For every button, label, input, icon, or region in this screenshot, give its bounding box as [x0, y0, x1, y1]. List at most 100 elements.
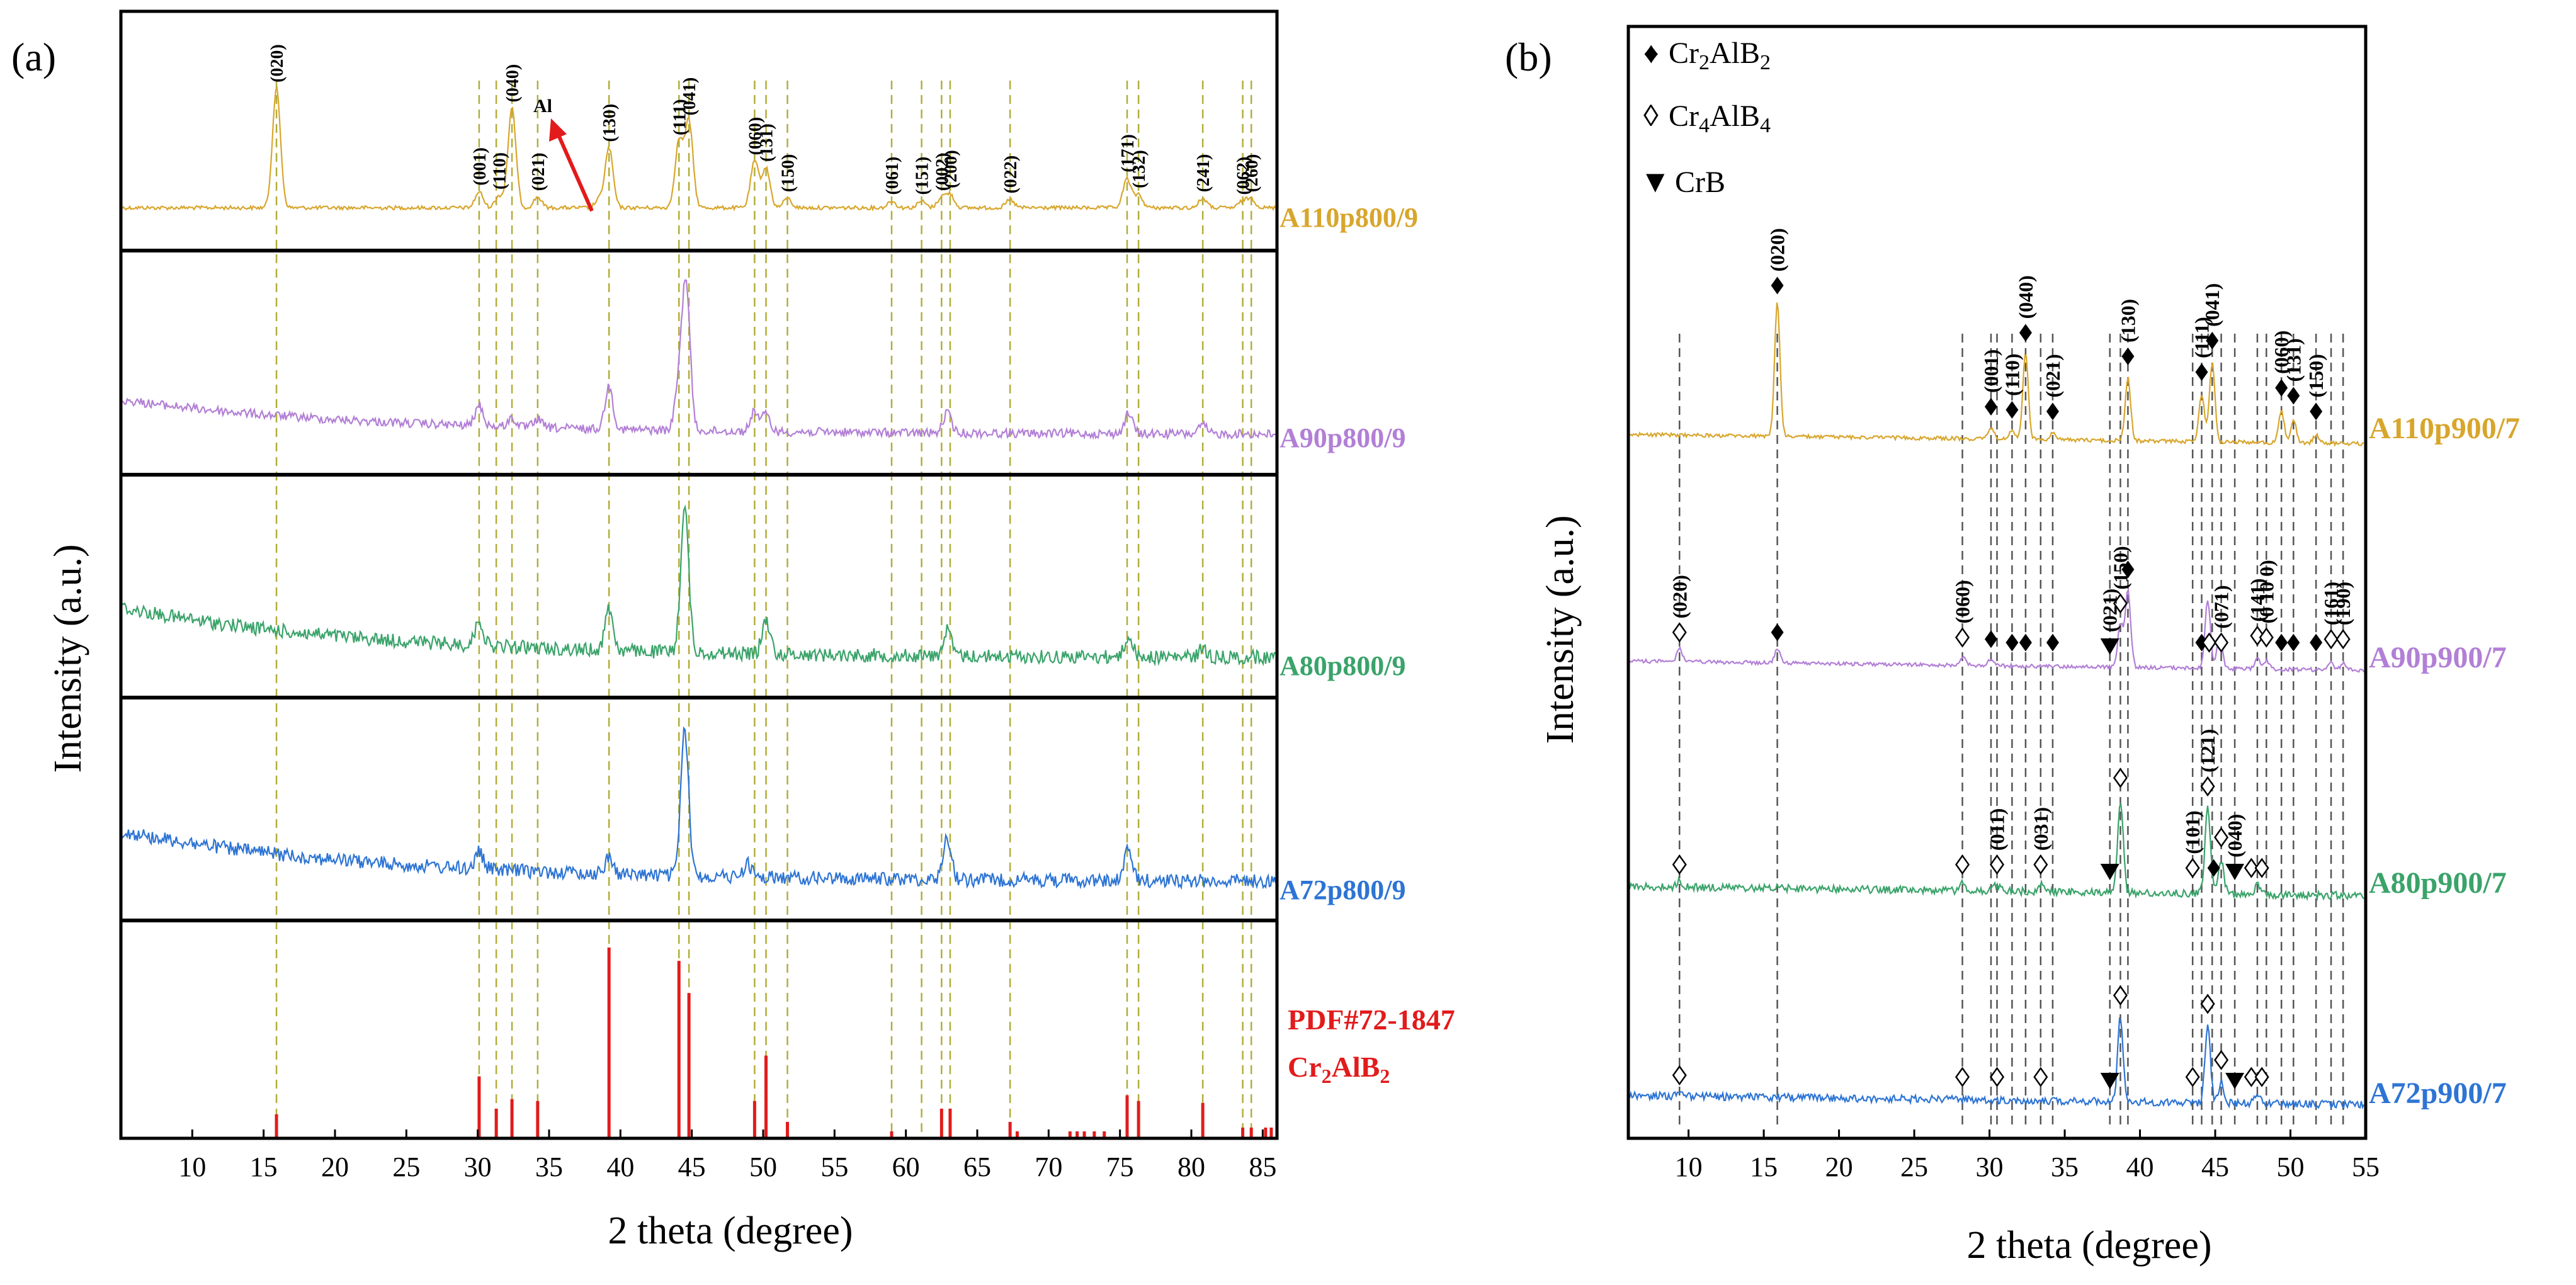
- panel-b-axes-box: [1626, 25, 2368, 1140]
- panel-a-frame: [119, 9, 1279, 1140]
- cr4alb4-marker: [1955, 627, 1970, 648]
- series-label-a80p900-7: A80p900/7: [2369, 866, 2507, 900]
- peak-label: (022): [1001, 156, 1021, 194]
- cr2alb2-marker: [2310, 633, 2323, 652]
- peak-label: (200): [941, 150, 961, 188]
- x-tick-label: 55: [820, 1152, 848, 1182]
- reference-phase-alb: AlB: [1332, 1051, 1380, 1083]
- legend-cr4alb4-alb: AlB: [1710, 99, 1760, 133]
- x-tick-label: 40: [2126, 1152, 2154, 1182]
- al-arrow-head: [549, 118, 567, 142]
- cr2alb2-marker: [2275, 379, 2288, 397]
- x-tick-label: 50: [749, 1152, 777, 1182]
- x-tick-label: 20: [321, 1152, 349, 1182]
- legend-label-cr4alb4: Cr4AlB4: [1669, 99, 1771, 137]
- peak-label: (101): [2181, 810, 2204, 854]
- x-tick-label: 30: [464, 1152, 492, 1182]
- cr2alb2-marker: [2121, 560, 2135, 579]
- peak-label: (020): [1766, 228, 1789, 271]
- panel-b-series-labels: A110p900/7 A90p900/7 A80p900/7 A72p900/7: [2369, 412, 2520, 1110]
- panel-a-axes-box: [119, 9, 1279, 1140]
- cr2alb2-marker: [2019, 324, 2032, 342]
- reference-phase-sub1: 2: [1322, 1065, 1332, 1087]
- cr2alb2-marker: [2019, 633, 2032, 652]
- cr4alb4-marker: [2259, 627, 2274, 648]
- series-label-a90p800-9: A90p800/9: [1279, 422, 1405, 453]
- legend-cr2alb2-cr: Cr: [1669, 37, 1699, 70]
- panel-b-phase-markers: [1672, 276, 2351, 1089]
- peak-label: (241): [1194, 154, 1213, 193]
- peak-label: (011): [1986, 808, 2009, 851]
- x-tick-label: 70: [1035, 1152, 1062, 1182]
- peak-label: (130): [600, 104, 620, 142]
- legend-cr2alb2-alb: AlB: [1710, 37, 1760, 70]
- panel-b-x-axis-label: 2 theta (degree): [1967, 1224, 2212, 1267]
- panel-a-x-ticks: 10 15 20 25 30 35 40 45 50 55 60 65 70 75 80 85: [178, 1129, 1276, 1182]
- panel-b-letter: (b): [1505, 35, 1552, 79]
- trace-a90p900-7: [1629, 587, 2364, 673]
- peak-label: (141): [2246, 578, 2269, 621]
- cr4alb4-marker: [2244, 1067, 2259, 1087]
- peak-label: (130): [2116, 299, 2139, 342]
- cr2alb2-marker: [1771, 276, 1784, 295]
- al-annotation-text: Al: [533, 96, 552, 116]
- peak-label: (151): [913, 157, 933, 195]
- crb-marker: [2225, 1073, 2245, 1089]
- cr4alb4-marker: [2113, 593, 2128, 614]
- cr2alb2-marker: [2287, 387, 2300, 405]
- cr2alb2-marker: [2046, 633, 2059, 652]
- x-tick-label: 50: [2277, 1152, 2305, 1182]
- series-label-a110p900-7: A110p900/7: [2369, 412, 2520, 445]
- peak-label: (021): [2041, 354, 2064, 397]
- cr4alb4-marker: [2033, 854, 2048, 875]
- cr2alb2-marker: [2121, 348, 2135, 365]
- panel-b-guide-lines: [1679, 334, 2344, 1127]
- panel-b-traces: [1628, 302, 2364, 1110]
- cr4alb4-marker: [2254, 1067, 2269, 1087]
- panel-a-traces: [122, 86, 1277, 890]
- peak-label: (021): [2099, 589, 2121, 632]
- x-tick-label: 10: [1675, 1152, 1703, 1182]
- panel-b-legend: ♦ Cr2AlB2 ◊ Cr4AlB4 ▼ CrB: [1640, 37, 1771, 199]
- peak-label: (060): [1951, 580, 1974, 623]
- cr2alb2-marker: [2206, 332, 2219, 349]
- legend-cr4alb4-cr: Cr: [1669, 99, 1699, 133]
- legend-cr2alb2-sub2: 2: [1760, 51, 1771, 74]
- cr2alb2-marker: [2195, 363, 2208, 381]
- peak-label: (041): [680, 77, 700, 116]
- reference-phase-sub2: 2: [1380, 1065, 1390, 1087]
- peak-label: (260): [1242, 154, 1262, 193]
- peak-label: (020): [1668, 575, 1691, 618]
- peak-label: (020): [268, 44, 287, 82]
- peak-label: (111): [670, 99, 689, 135]
- cr4alb4-marker: [2185, 1067, 2200, 1087]
- panel-b-y-axis-label: Intensity (a.u.): [1539, 515, 1582, 744]
- series-label-a110p800-9: A110p800/9: [1279, 202, 1418, 233]
- legend-marker-cr4alb4: ◊: [1643, 99, 1659, 133]
- x-tick-label: 60: [892, 1152, 920, 1182]
- panel-a-reference-sticks: [275, 948, 1273, 1137]
- peak-label: (131): [2282, 338, 2305, 382]
- x-tick-label: 25: [392, 1152, 420, 1182]
- crb-marker: [2100, 1073, 2119, 1089]
- cr4alb4-marker: [2201, 632, 2216, 653]
- panel-a: (a) Intensity (a.u.) 2 theta (degree) (0…: [11, 9, 1455, 1252]
- cr4alb4-marker: [2324, 629, 2339, 650]
- x-tick-label: 80: [1177, 1152, 1205, 1182]
- peak-label: (131): [757, 123, 777, 162]
- peak-label: (040): [503, 64, 523, 103]
- cr4alb4-marker: [2214, 827, 2229, 848]
- trace-a80p900-7: [1628, 803, 2364, 902]
- cr4alb4-marker: [2113, 985, 2128, 1006]
- peak-label: (071): [2210, 585, 2233, 628]
- cr2alb2-marker: [1984, 398, 1997, 416]
- x-tick-label: 10: [178, 1152, 206, 1182]
- peak-label: (171): [1118, 134, 1138, 173]
- series-label-a90p900-7: A90p900/7: [2369, 641, 2507, 674]
- legend-marker-cr2alb2: ♦: [1643, 37, 1659, 70]
- peak-label: (111): [2191, 317, 2213, 358]
- x-tick-label: 75: [1106, 1152, 1134, 1182]
- peak-label: (190): [2332, 582, 2354, 625]
- peak-label: (150): [2305, 354, 2327, 397]
- x-tick-label: 40: [606, 1152, 634, 1182]
